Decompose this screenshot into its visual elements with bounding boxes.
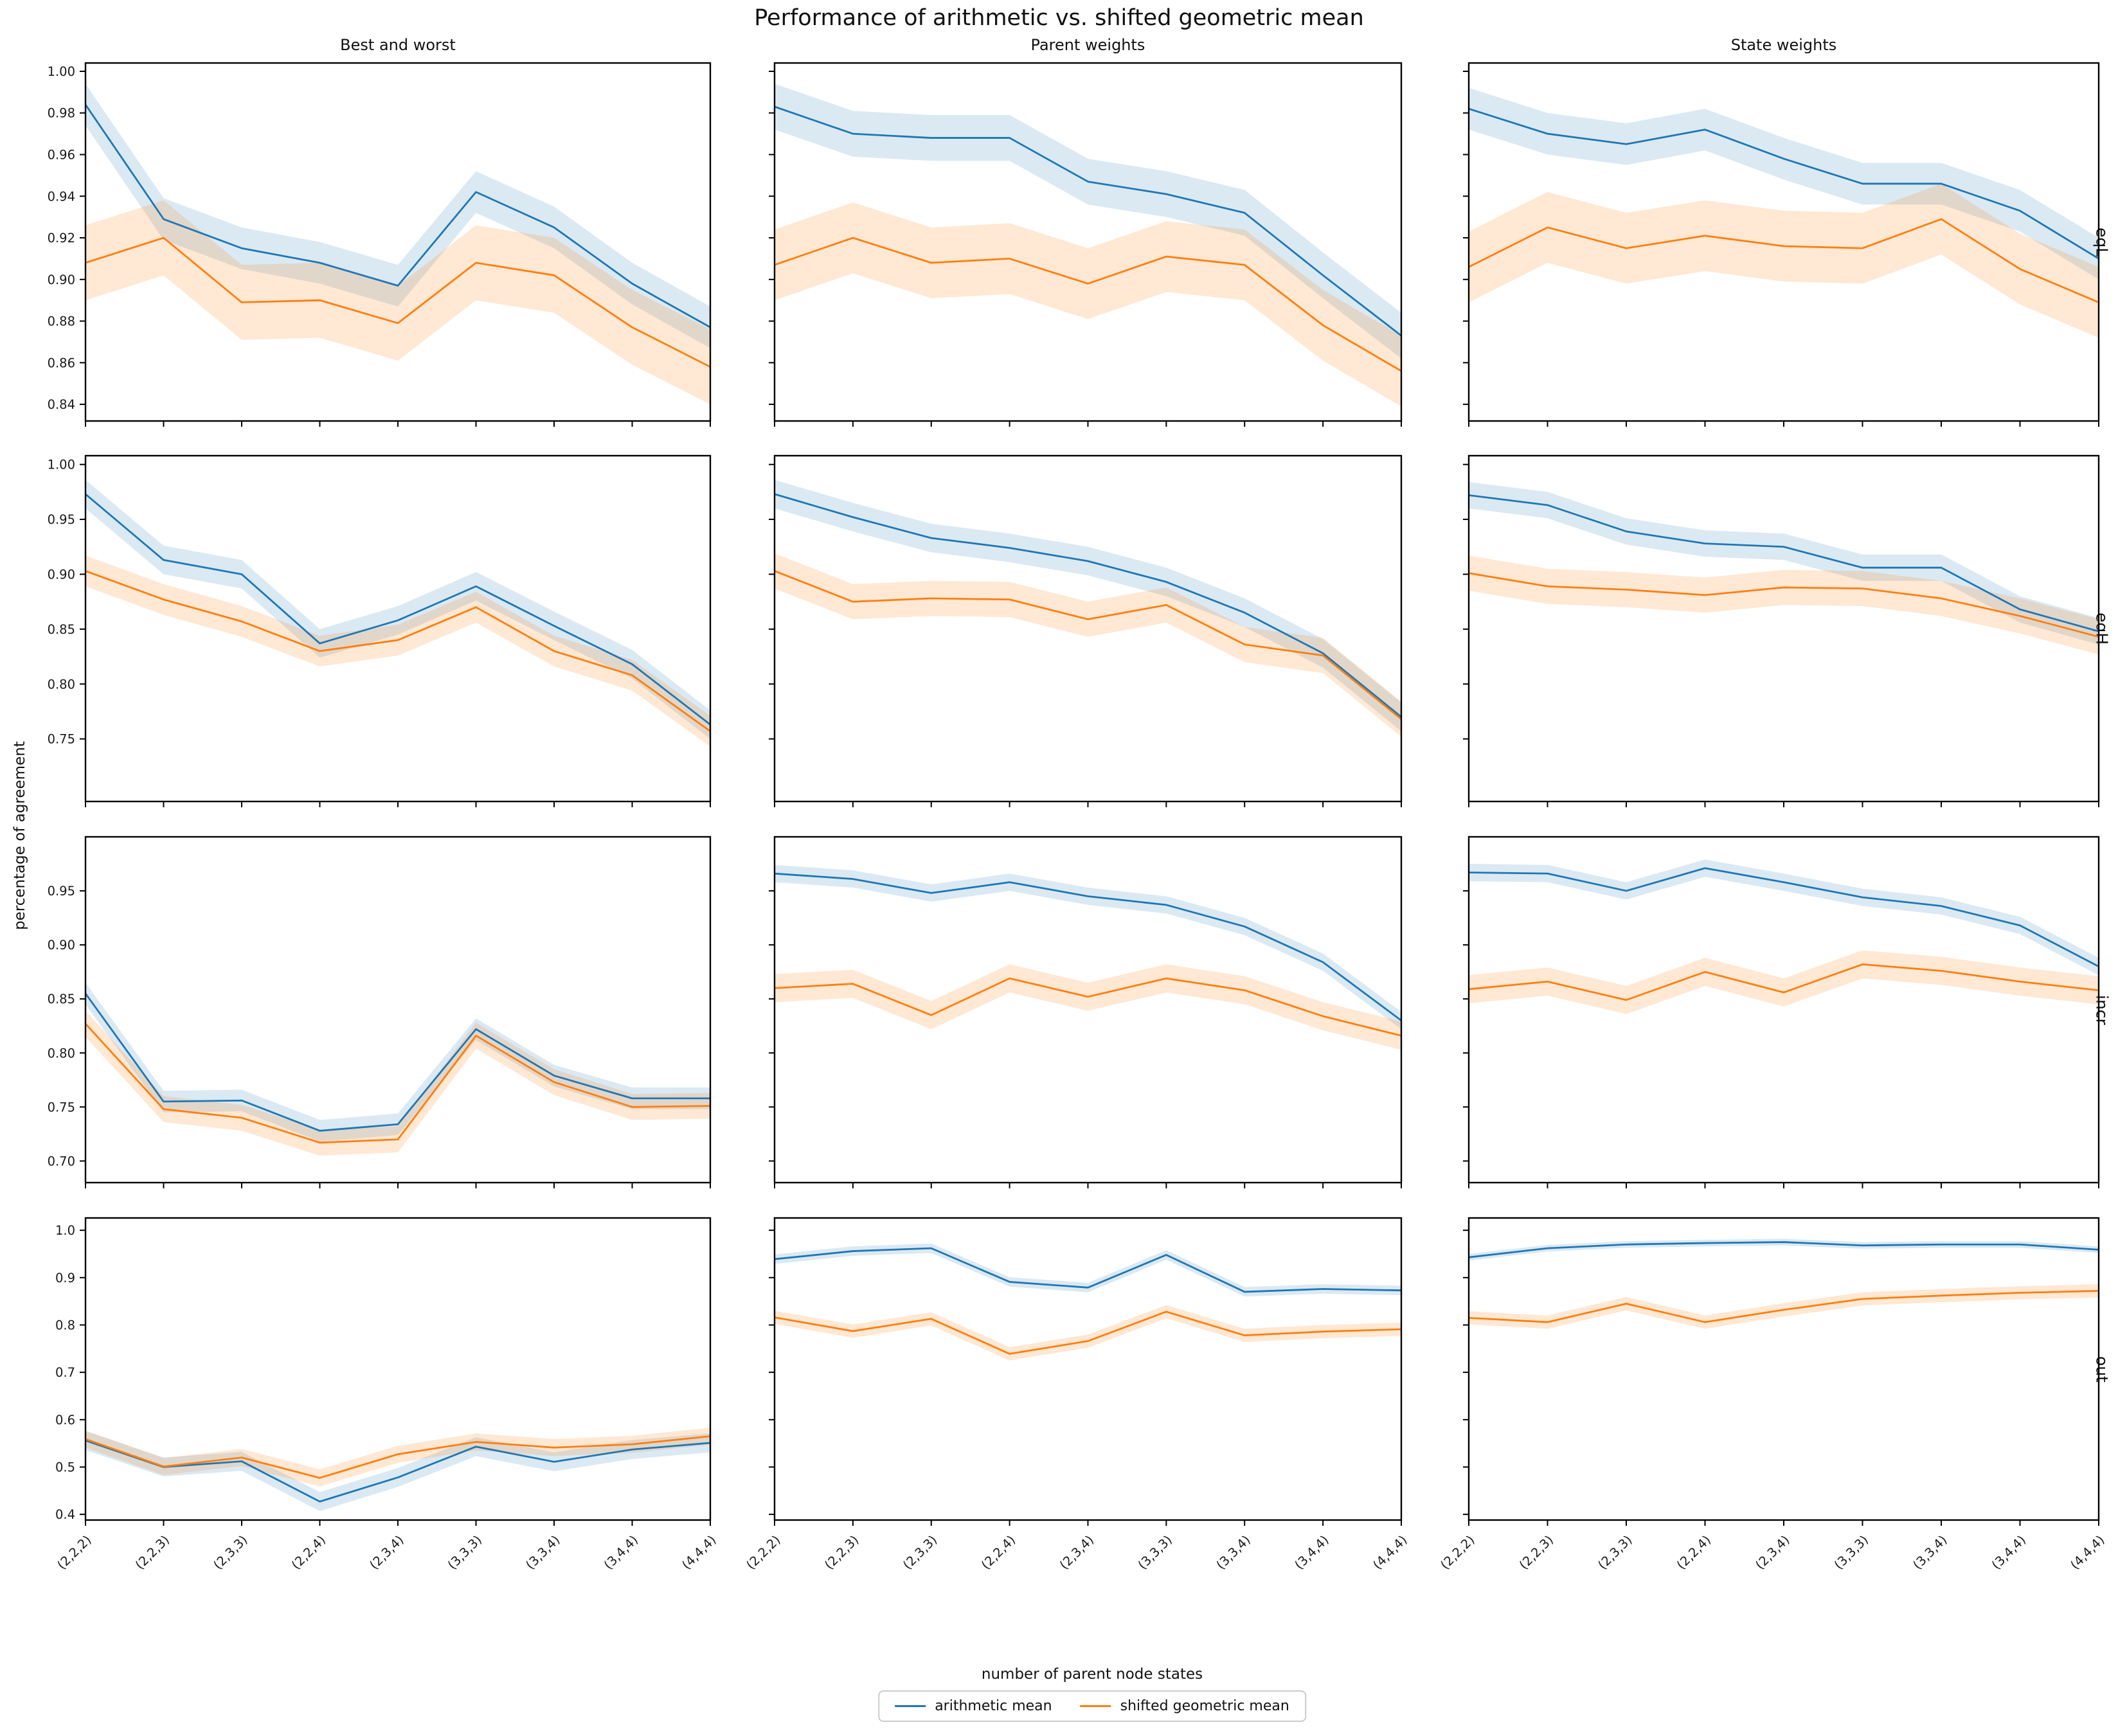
subplot-out-parent-weights: (2,2,2) (2,2,3) (2,3,3) (2,2,4) (2,3,4) (3,3,…: [743, 1217, 1410, 1572]
svg-text:(3,3,3): (3,3,3): [445, 1532, 485, 1572]
subplot-eqL-state-weights: [1463, 62, 2100, 427]
svg-text:0.7: 0.7: [55, 1365, 75, 1380]
svg-text:0.80: 0.80: [48, 677, 75, 692]
subplot-incr-best-and-worst: 0.70 0.75 0.80 0.85 0.90 0.95: [48, 836, 712, 1188]
svg-text:0.75: 0.75: [48, 732, 75, 747]
svg-text:(2,2,3): (2,2,3): [821, 1532, 861, 1572]
svg-text:(2,2,4): (2,2,4): [978, 1532, 1018, 1572]
svg-text:0.6: 0.6: [55, 1413, 75, 1427]
svg-text:0.95: 0.95: [48, 884, 75, 899]
svg-text:(2,3,3): (2,3,3): [1595, 1532, 1635, 1572]
subplot-out-best-and-worst: 0.4 0.5 0.6 0.7 0.8 0.9 1.0 (2,2,2) (2,2,3) (2,3,…: [54, 1217, 719, 1572]
svg-text:0.80: 0.80: [48, 1046, 75, 1060]
svg-text:1.0: 1.0: [55, 1223, 75, 1238]
svg-text:0.86: 0.86: [48, 355, 75, 370]
svg-text:(2,2,2): (2,2,2): [1437, 1532, 1477, 1572]
svg-text:(2,3,3): (2,3,3): [900, 1532, 940, 1572]
subplot-eqL-parent-weights: [769, 62, 1403, 427]
svg-text:0.5: 0.5: [55, 1460, 75, 1474]
svg-text:0.90: 0.90: [48, 273, 75, 287]
row-label-eqL: eqL: [2092, 227, 2112, 257]
svg-text:1.00: 1.00: [48, 64, 75, 79]
svg-text:0.88: 0.88: [48, 314, 75, 329]
svg-text:0.90: 0.90: [48, 938, 75, 953]
subplot-incr-parent-weights: [769, 836, 1403, 1188]
svg-text:0.4: 0.4: [55, 1507, 75, 1522]
svg-text:0.95: 0.95: [48, 512, 75, 527]
svg-text:(2,2,4): (2,2,4): [1674, 1532, 1714, 1572]
svg-text:0.90: 0.90: [48, 567, 75, 582]
svg-text:0.92: 0.92: [48, 231, 75, 246]
svg-text:0.84: 0.84: [48, 397, 75, 412]
row-label-out: out: [2092, 1356, 2112, 1383]
svg-text:0.70: 0.70: [48, 1154, 75, 1168]
svg-text:(3,3,3): (3,3,3): [1831, 1532, 1871, 1572]
svg-text:(2,2,3): (2,2,3): [1516, 1532, 1556, 1572]
svg-text:(3,4,4): (3,4,4): [1989, 1532, 2029, 1572]
row-label-incr: incr: [2092, 994, 2112, 1025]
svg-text:(3,4,4): (3,4,4): [1292, 1532, 1332, 1572]
legend-item-shifted-geometric-mean: shifted geometric mean: [1080, 1698, 1289, 1714]
subplot-eqH-parent-weights: [769, 454, 1403, 807]
subplot-incr-state-weights: [1463, 836, 2100, 1188]
svg-text:(2,3,4): (2,3,4): [366, 1532, 406, 1572]
legend-line-arithmetic-mean-icon: [895, 1705, 926, 1707]
legend: arithmetic mean shifted geometric mean: [878, 1690, 1306, 1722]
svg-text:0.75: 0.75: [48, 1100, 75, 1114]
column-title-parent-weights: Parent weights: [1030, 36, 1145, 54]
svg-text:0.96: 0.96: [48, 147, 75, 162]
figure-title: Performance of arithmetic vs. shifted ge…: [754, 5, 1364, 31]
legend-item-arithmetic-mean: arithmetic mean: [895, 1698, 1052, 1714]
row-label-eqH: eqH: [2092, 612, 2112, 645]
svg-text:(2,2,3): (2,2,3): [132, 1532, 172, 1572]
svg-text:(2,3,3): (2,3,3): [210, 1532, 250, 1572]
column-title-best-and-worst: Best and worst: [340, 36, 456, 54]
svg-text:(2,2,2): (2,2,2): [743, 1532, 783, 1572]
legend-label-arithmetic-mean: arithmetic mean: [935, 1698, 1052, 1714]
svg-text:1.00: 1.00: [48, 458, 75, 472]
subplot-eqH-state-weights: [1463, 454, 2100, 807]
svg-text:0.94: 0.94: [48, 189, 75, 204]
svg-text:0.8: 0.8: [55, 1318, 75, 1332]
subplot-eqL-best-and-worst: 0.84 0.86 0.88 0.90 0.92 0.94 0.96 0.98 1.00: [48, 62, 712, 427]
svg-text:(2,3,4): (2,3,4): [1752, 1532, 1792, 1572]
svg-text:(3,3,4): (3,3,4): [1910, 1532, 1950, 1572]
legend-line-shifted-geometric-mean-icon: [1080, 1705, 1111, 1707]
subplot-out-state-weights: (2,2,2) (2,2,3) (2,3,3) (2,2,4) (2,3,4) (3,3,…: [1437, 1217, 2108, 1572]
svg-text:(2,3,4): (2,3,4): [1057, 1532, 1097, 1572]
subplot-eqH-best-and-worst: 0.75 0.80 0.85 0.90 0.95 1.00: [48, 454, 712, 807]
svg-text:(4,4,4): (4,4,4): [2067, 1532, 2107, 1572]
svg-text:(3,3,4): (3,3,4): [523, 1532, 562, 1572]
x-axis-label: number of parent node states: [981, 1666, 1203, 1683]
legend-label-shifted-geometric-mean: shifted geometric mean: [1120, 1698, 1289, 1714]
svg-text:(3,4,4): (3,4,4): [601, 1532, 641, 1572]
svg-text:0.9: 0.9: [55, 1271, 75, 1285]
svg-text:0.98: 0.98: [48, 106, 75, 121]
column-title-state-weights: State weights: [1730, 36, 1837, 54]
svg-text:(2,2,4): (2,2,4): [289, 1532, 328, 1572]
svg-text:0.85: 0.85: [48, 622, 75, 637]
svg-text:0.85: 0.85: [48, 992, 75, 1007]
svg-text:(3,3,4): (3,3,4): [1214, 1532, 1253, 1572]
svg-text:(3,3,3): (3,3,3): [1135, 1532, 1175, 1572]
svg-text:(2,2,2): (2,2,2): [54, 1532, 94, 1572]
svg-text:(4,4,4): (4,4,4): [1370, 1532, 1410, 1572]
